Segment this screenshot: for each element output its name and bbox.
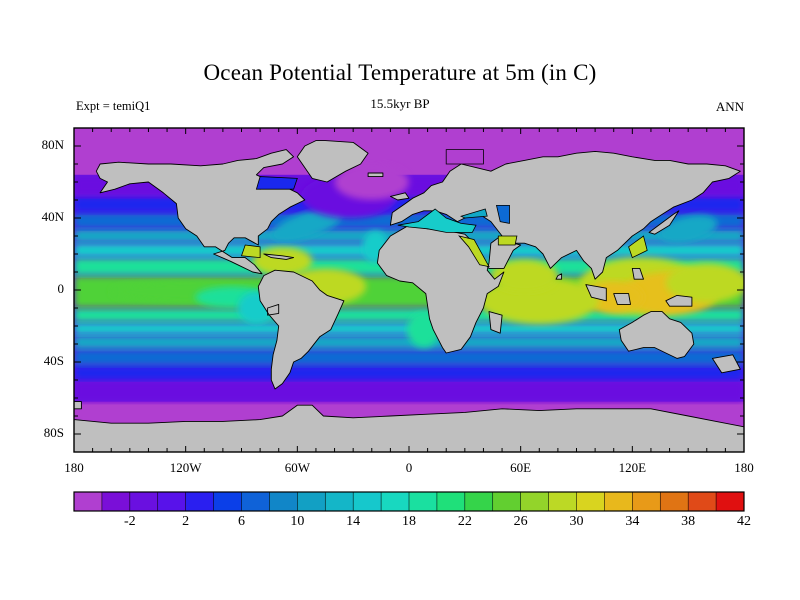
colorbar-cell	[213, 492, 242, 511]
colorbar	[73, 491, 745, 512]
colorbar-cell	[129, 492, 159, 511]
colorbar-cell	[604, 492, 633, 511]
longitude-tick-label: 180	[734, 460, 754, 475]
colorbar-cell	[353, 492, 382, 511]
colorbar-cell	[297, 492, 326, 511]
colorbar-tick-label: 26	[513, 514, 528, 529]
colorbar-cell	[409, 492, 438, 511]
latitude-tick-label: 80S	[43, 425, 64, 440]
colorbar-tick-label: 18	[402, 514, 416, 529]
latitude-tick-label: 0	[57, 281, 65, 296]
experiment-label: Expt = temiQ1	[76, 99, 151, 113]
colorbar-cell	[688, 492, 717, 511]
colorbar-tick-label: 2	[182, 514, 190, 529]
colorbar-tick-label: -2	[123, 514, 136, 529]
longitude-tick-label: 120W	[169, 460, 202, 475]
colorbar-cell	[632, 492, 661, 511]
longitude-tick-label: 180	[64, 460, 84, 475]
colorbar-cell	[520, 492, 549, 511]
colorbar-cell	[660, 492, 689, 511]
colorbar-cell	[464, 492, 494, 511]
latitude-tick-label: 40S	[43, 353, 64, 368]
colorbar-cell	[548, 492, 577, 511]
land-masses	[74, 140, 744, 452]
coastlines	[74, 140, 744, 452]
colorbar-cell	[436, 492, 466, 511]
colorbar-tick-label: 30	[569, 514, 584, 529]
colorbar-cell	[325, 492, 354, 511]
colorbar-tick-label: 6	[238, 514, 245, 529]
latitude-tick-label: 80N	[41, 137, 64, 152]
period-label: ANN	[715, 99, 744, 114]
colorbar-cell	[576, 492, 605, 511]
colorbar-cell	[269, 492, 298, 511]
latitude-tick-label: 40N	[41, 209, 64, 224]
plot-frame	[73, 127, 745, 453]
figure-subtitle-center: 15.5kyr BP	[370, 96, 430, 111]
colorbar-tick-label: 10	[290, 514, 305, 529]
longitude-tick-label: 0	[405, 460, 413, 475]
colorbar-cell	[157, 492, 187, 511]
colorbar-tick-label: 38	[681, 514, 696, 529]
colorbar-tick-label: 34	[625, 514, 640, 529]
colorbar-cell	[241, 492, 270, 511]
longitude-tick-label: 60W	[284, 460, 310, 475]
colorbar-tick-label: 22	[457, 514, 472, 529]
colorbar-cell	[101, 492, 131, 511]
colorbar-cell	[716, 492, 745, 511]
colorbar-cell	[74, 492, 103, 511]
colorbar-tick-label: 42	[737, 514, 751, 529]
longitude-tick-label: 60E	[510, 460, 532, 475]
colorbar-cell	[492, 492, 522, 511]
colorbar-cell	[185, 492, 214, 511]
figure-title: Ocean Potential Temperature at 5m (in C)	[203, 60, 597, 85]
colorbar-tick-label: 14	[346, 514, 361, 529]
longitude-tick-label: 120E	[618, 460, 647, 475]
colorbar-cell	[381, 492, 410, 511]
